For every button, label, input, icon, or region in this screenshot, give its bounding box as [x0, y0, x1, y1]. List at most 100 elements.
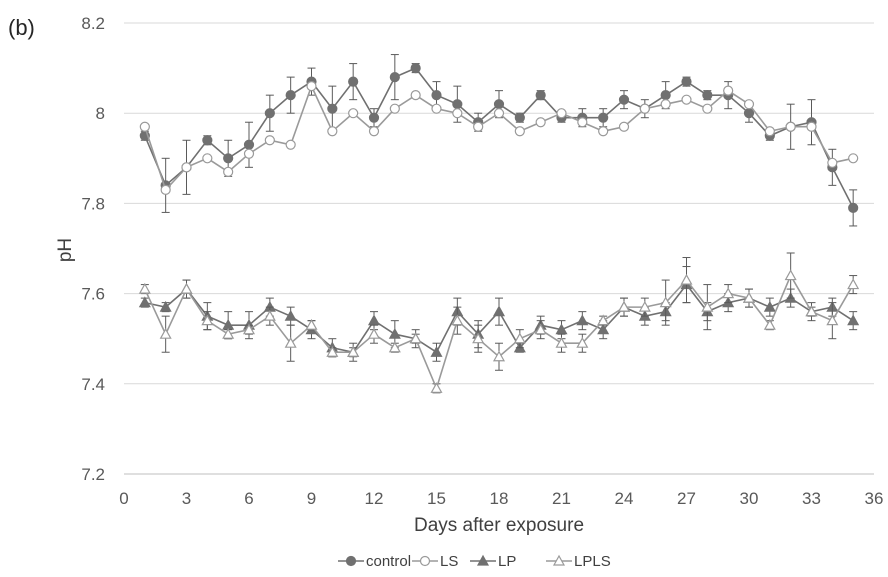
point-control [285, 90, 296, 101]
point-LPLS [680, 273, 693, 285]
point-LPLS [597, 314, 610, 326]
x-axis-title: Days after exposure [414, 515, 584, 536]
legend-marker [552, 554, 566, 566]
x-tick-label: 3 [182, 489, 191, 508]
point-control [514, 112, 525, 123]
point-LS [389, 103, 400, 114]
point-LP [159, 300, 172, 312]
point-LS [743, 99, 755, 110]
point-LS [785, 121, 796, 132]
point-LS [160, 184, 171, 195]
x-tick-label: 33 [802, 489, 821, 508]
point-LS [431, 103, 442, 114]
x-tick-label: 36 [865, 489, 884, 508]
point-LP [138, 296, 151, 308]
y-tick-label: 7.6 [81, 285, 105, 304]
point-control [660, 90, 671, 101]
point-LPLS [555, 336, 568, 348]
point-LPLS [472, 332, 485, 344]
point-LS [473, 121, 484, 132]
point-LS [514, 126, 525, 137]
x-tick-label: 21 [552, 489, 571, 508]
point-LS [223, 166, 234, 177]
point-LS [368, 126, 380, 137]
point-control [493, 99, 505, 110]
point-LP [576, 314, 589, 326]
legend-label: LS [440, 553, 458, 570]
point-LP [555, 323, 568, 335]
point-LPLS [409, 332, 422, 344]
legend: control LS LP LPLS [338, 553, 611, 570]
point-control [243, 139, 255, 150]
panel-label: (b) [8, 15, 35, 40]
point-LS [243, 148, 255, 159]
point-LP [388, 327, 401, 339]
point-control [368, 112, 380, 123]
point-LS [285, 139, 296, 150]
point-LS [827, 157, 838, 168]
point-LPLS [784, 269, 797, 281]
point-LPLS [305, 318, 318, 330]
point-LP [430, 345, 443, 357]
point-control [535, 90, 546, 101]
point-LP [597, 323, 610, 335]
legend-item-LS: LS [412, 553, 458, 570]
point-LS [764, 126, 775, 137]
point-LPLS [847, 278, 860, 290]
point-LPLS [242, 323, 256, 335]
point-LPLS [576, 336, 589, 348]
point-LPLS [826, 314, 839, 326]
point-control [431, 90, 442, 101]
point-LP [492, 305, 506, 317]
point-LP [284, 309, 297, 321]
point-LPLS [742, 291, 756, 303]
point-control [618, 94, 630, 105]
point-control [202, 135, 213, 146]
point-LPLS [222, 327, 235, 339]
point-LS [410, 90, 421, 101]
y-tick-label: 7.8 [81, 194, 105, 213]
point-LPLS [201, 314, 214, 326]
point-LS [577, 117, 588, 128]
x-tick-label: 15 [427, 489, 446, 508]
axes: 7.27.47.67.888.20 3 6 9 12 15 18 21 24 27 30 33 36 [81, 14, 883, 508]
point-LS [202, 153, 213, 164]
point-LS [618, 121, 630, 132]
point-LS [493, 108, 505, 119]
point-LS [556, 108, 567, 119]
x-tick-label: 18 [490, 489, 509, 508]
point-LPLS [284, 336, 297, 348]
legend-label: control [366, 553, 411, 570]
point-LS [806, 121, 817, 132]
point-LP [367, 314, 381, 326]
point-LS [348, 108, 359, 119]
point-control [681, 76, 692, 87]
point-LPLS [722, 287, 735, 299]
point-LS [681, 94, 692, 105]
x-tick-label: 12 [365, 489, 384, 508]
point-LPLS [617, 300, 631, 312]
y-axis-title: pH [55, 238, 76, 262]
y-tick-label: 7.2 [81, 465, 105, 484]
point-LPLS [159, 327, 172, 339]
point-LPLS [388, 341, 401, 353]
x-tick-label: 30 [740, 489, 759, 508]
x-tick-label: 27 [677, 489, 696, 508]
point-LS [598, 126, 609, 137]
series-line-control [144, 67, 854, 209]
x-tick-label: 24 [615, 489, 634, 508]
point-LPLS [326, 345, 339, 357]
point-LPLS [492, 350, 506, 362]
point-LS [723, 85, 734, 96]
x-tick-label: 0 [119, 489, 128, 508]
series-LS [139, 81, 859, 195]
point-control [327, 103, 338, 114]
legend-marker [476, 554, 490, 566]
point-LPLS [805, 305, 818, 317]
point-control [452, 99, 463, 110]
point-LP [763, 300, 776, 312]
y-tick-label: 8 [96, 104, 105, 123]
legend-item-LP: LP [470, 553, 516, 570]
legend-label: LP [498, 553, 516, 570]
